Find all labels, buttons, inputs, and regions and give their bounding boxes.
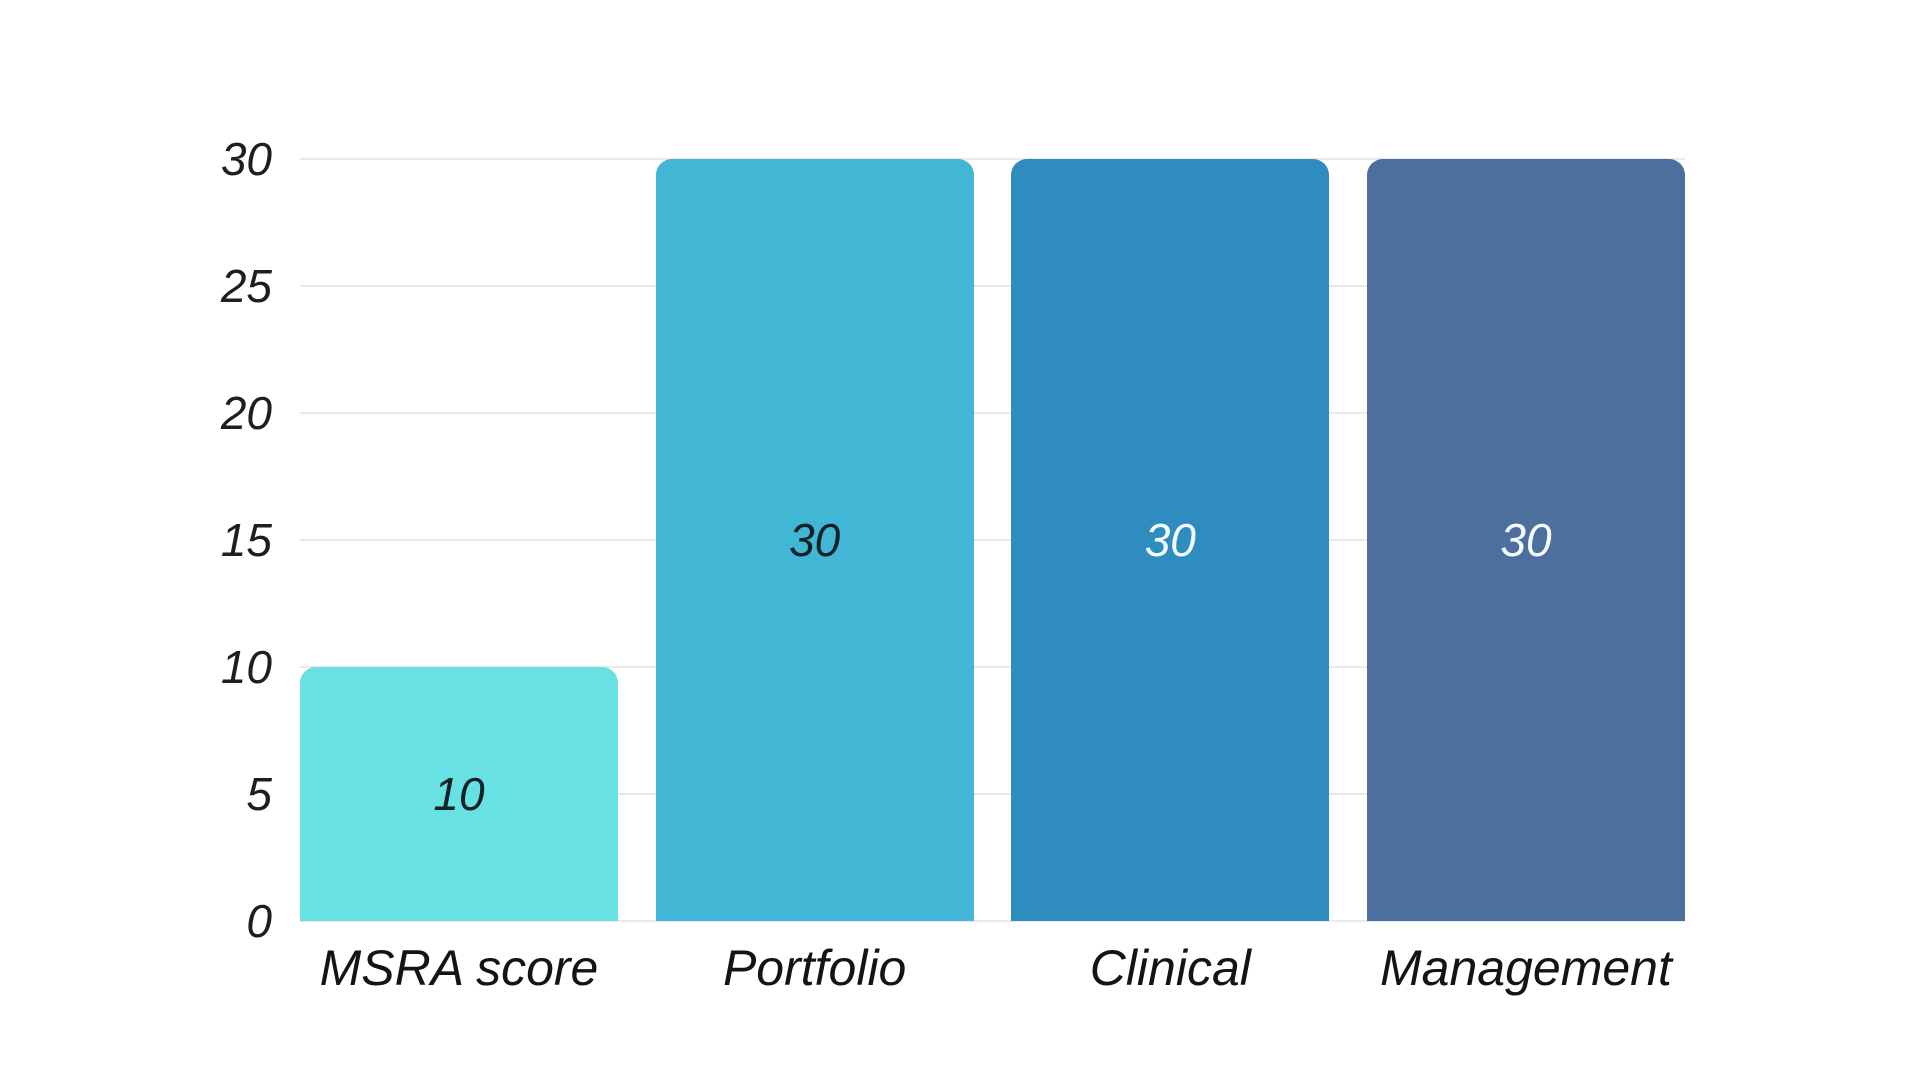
gridlines-layer: [300, 158, 1685, 922]
bar-chart-plot-area: 10 30 30 30: [300, 158, 1685, 922]
y-tick-label-15: 15: [220, 514, 272, 566]
x-category-label-msra-score: MSRA score: [319, 940, 599, 996]
bar-management: 30: [1366, 159, 1685, 921]
y-tick-label-20: 20: [220, 387, 272, 439]
bar-value-label-management: 30: [1500, 514, 1552, 566]
x-category-label-clinical: Clinical: [1089, 940, 1251, 996]
gridline-30: [300, 158, 1685, 160]
x-category-label-management: Management: [1380, 940, 1672, 996]
y-tick-label-0: 0: [246, 895, 272, 947]
bars-layer: 10 30 30 30: [300, 159, 1685, 921]
y-tick-label-10: 10: [220, 641, 272, 693]
bar-value-label-portfolio: 30: [789, 514, 841, 566]
bar-value-label-msra-score: 10: [433, 768, 485, 820]
x-category-label-portfolio: Portfolio: [722, 940, 907, 996]
gridline-25: [300, 285, 1685, 287]
bar-clinical: 30: [1011, 159, 1330, 921]
gridline-15: [300, 539, 1685, 541]
y-tick-label-25: 25: [220, 260, 272, 312]
y-tick-label-5: 5: [246, 768, 272, 820]
gridline-0: [300, 920, 1685, 922]
gridline-5: [300, 793, 1685, 795]
x-axis: MSRA score Portfolio Clinical Management: [300, 939, 1685, 997]
bar-msra-score: 10: [300, 667, 618, 921]
bar-portfolio: 30: [655, 159, 974, 921]
gridline-20: [300, 412, 1685, 414]
y-axis: 0 5 10 15 20 25 30: [100, 133, 272, 947]
y-tick-label-30: 30: [220, 133, 272, 185]
bar-value-label-clinical: 30: [1144, 514, 1196, 566]
gridline-10: [300, 666, 1685, 668]
